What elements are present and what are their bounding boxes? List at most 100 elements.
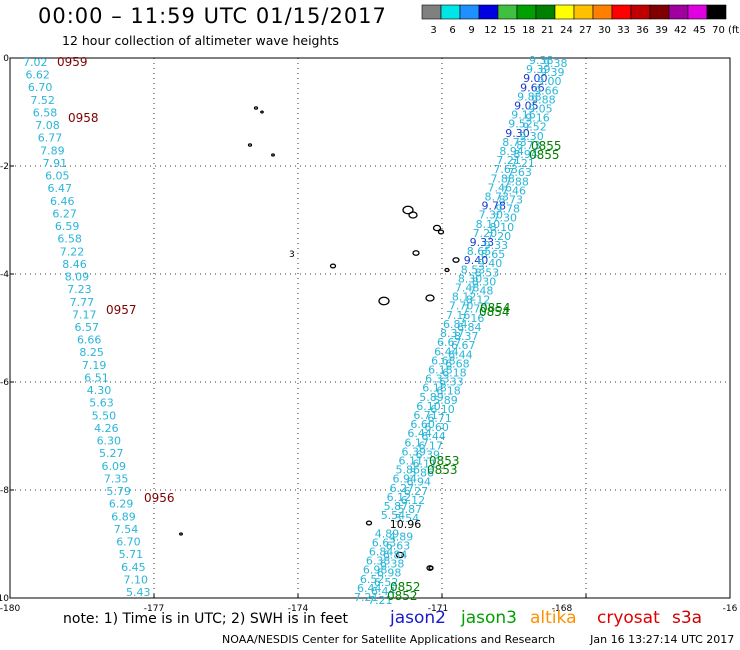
track2-wave-height-secondary: 6.63: [386, 539, 411, 552]
track2-wave-height: 6.63: [372, 536, 397, 549]
track2-time-label: 0853: [429, 454, 460, 468]
colorbar-label: 70: [712, 25, 725, 36]
track1-wave-height: 7.10: [124, 573, 149, 586]
colorbar-label: 9: [468, 25, 474, 36]
track2-wave-height-secondary: 9.00: [537, 75, 562, 88]
colorbar-label: 6: [449, 25, 455, 36]
track2-wave-height: 7.70: [449, 300, 474, 313]
track1-wave-height: 6.45: [121, 561, 146, 574]
x-tick-label: -171: [428, 604, 448, 614]
colorbar-swatch: [706, 4, 727, 20]
colorbar-label: 21: [541, 25, 554, 36]
track2-wave-height: 9.78: [482, 200, 507, 213]
track2-wave-height-secondary: 8.53: [475, 266, 500, 279]
track1-wave-height: 6.27: [52, 207, 77, 220]
track2-wave-height-secondary: 9.52: [522, 121, 547, 134]
track2-time-label: 0852: [387, 589, 418, 603]
track2-wave-height: 5.89: [419, 391, 444, 404]
track2-wave-height-secondary: 6.71: [427, 412, 452, 425]
track2-wave-height-secondary: 9.66: [534, 84, 559, 97]
track2-wave-height-secondary: 9.39: [540, 66, 565, 79]
track1-wave-height: 7.22: [60, 245, 85, 258]
track2-wave-height-secondary: 4.89: [389, 530, 414, 543]
track2-wave-height-secondary: 6.33: [439, 376, 464, 389]
map-subtitle: 12 hour collection of altimeter wave hei…: [62, 33, 339, 48]
island-outline: [408, 211, 418, 219]
track1-wave-height: 6.46: [50, 195, 75, 208]
y-tick-label: -6: [0, 378, 9, 388]
track2-wave-height: 6.52: [360, 573, 385, 586]
track2-wave-height: 8.53: [461, 263, 486, 276]
island-outline: [425, 294, 435, 302]
track2-wave-height-secondary: 6.12: [401, 494, 426, 507]
track2-wave-height-secondary: 6.18: [442, 366, 467, 379]
track2-wave-height: 5.86: [396, 464, 421, 477]
track2-wave-height-secondary: 7.16: [460, 312, 485, 325]
track2-wave-height: 6.39: [401, 445, 426, 458]
track1-wave-height: 6.70: [28, 81, 53, 94]
y-tick-label: -2: [0, 162, 9, 172]
track2-wave-height: 9.16: [511, 109, 535, 122]
track2-wave-height-secondary: 8.65: [481, 248, 506, 261]
track2-wave-height-secondary: 9.78: [496, 203, 521, 216]
island-outline: [444, 267, 450, 273]
island-outline: [452, 257, 460, 263]
track2-wave-height: 8.73: [502, 136, 526, 149]
colorbar-label: 12: [484, 25, 497, 36]
track2-wave-height: 6.60: [410, 418, 435, 431]
legend-jason3: jason3: [461, 608, 517, 628]
track1-wave-height: 6.29: [109, 498, 134, 511]
track2-wave-height: 7.21: [496, 154, 521, 167]
track1-wave-height: 6.51: [84, 371, 109, 384]
colorbar-label: 45: [693, 25, 706, 36]
colorbar-label: 3: [430, 25, 436, 36]
track2-wave-height-secondary: 9.33: [484, 239, 509, 252]
track2-wave-height: 4.89: [375, 527, 400, 540]
track1-wave-height: 5.43: [126, 586, 151, 599]
colorbar-label: 33: [617, 25, 630, 36]
x-tick-label: -168: [552, 604, 573, 614]
colorbar-label: 42: [674, 25, 687, 36]
track2-wave-height-secondary: 8.94: [513, 148, 538, 161]
island-outline: [260, 110, 264, 114]
track1-time-label: 0959: [57, 55, 88, 69]
track2-wave-height-secondary: 6.27: [404, 485, 429, 498]
track2-wave-height-secondary: 8.10: [490, 221, 515, 234]
track2-wave-height-secondary: 5.87: [398, 503, 423, 516]
y-tick-label: -4: [0, 270, 9, 280]
track2-wave-height: 6.44: [357, 582, 382, 595]
track1-time-label: 0957: [106, 303, 137, 317]
track1-wave-height: 6.58: [57, 233, 81, 246]
legend-s3a: s3a: [672, 608, 703, 628]
colorbar-label: 18: [522, 25, 535, 36]
track2-wave-height-secondary: 9.30: [519, 130, 544, 143]
y-tick-label: -10: [0, 594, 9, 604]
track2-wave-height-secondary: 8.37: [454, 330, 479, 343]
track1-time-label: 0956: [144, 491, 175, 505]
track2-wave-height-secondary: 6.38: [380, 558, 405, 571]
track2-wave-height-secondary: 6.10: [430, 403, 455, 416]
map-title: 00:00 – 11:59 UTC 01/15/2017: [38, 4, 387, 28]
track2-wave-height-secondary: 6.67: [451, 339, 476, 352]
legend-note: note: 1) Time is in UTC; 2) SWH is in fe…: [63, 611, 349, 627]
track2-wave-height-secondary: 7.21: [368, 594, 393, 607]
track2-wave-height: 6.71: [413, 409, 438, 422]
track2-wave-height: 6.18: [422, 382, 447, 395]
footer-credit: NOAA/NESDIS Center for Satellite Applica…: [222, 633, 734, 646]
track2-wave-height: 9.05: [514, 100, 539, 113]
track2-time-label: 0853: [427, 463, 458, 477]
track2-wave-height-secondary: 6.60: [424, 421, 449, 434]
colorbar-label: 39: [655, 25, 668, 36]
track2-wave-height-secondary: 7.70: [463, 303, 488, 316]
map-frame: [9, 57, 731, 599]
track2-wave-height-secondary: 6.11: [412, 457, 437, 470]
track2-wave-height-secondary: 8.73: [499, 194, 524, 207]
track2-wave-height-secondary: 6.98: [377, 567, 402, 580]
track2-wave-height: 8.37: [440, 327, 465, 340]
track2-wave-height: 6.18: [428, 363, 453, 376]
track2-wave-height-secondary: 6.84: [383, 548, 408, 561]
track2-wave-height: 8.65: [467, 245, 492, 258]
island-outline: [432, 224, 442, 232]
track2-wave-height: 6.67: [437, 336, 462, 349]
